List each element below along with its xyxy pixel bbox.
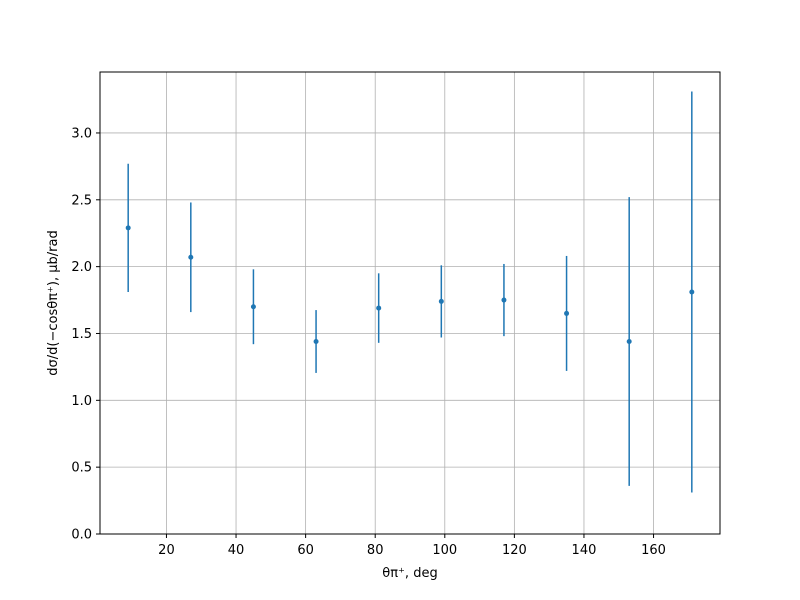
data-point <box>438 298 444 304</box>
data-point <box>689 289 695 295</box>
y-tick-label: 0.5 <box>71 461 92 476</box>
y-tick-label: 2.0 <box>71 260 92 275</box>
y-tick-label: 2.5 <box>71 193 92 208</box>
x-tick-label: 140 <box>572 543 597 558</box>
x-tick-label: 80 <box>367 543 384 558</box>
data-point <box>250 304 256 310</box>
x-tick-label: 20 <box>158 543 175 558</box>
data-point <box>125 225 131 231</box>
x-axis-label: θπ⁺, deg <box>382 566 437 581</box>
x-tick-label: 40 <box>228 543 245 558</box>
data-point <box>376 305 382 311</box>
data-point <box>188 254 194 260</box>
data-point <box>313 339 319 344</box>
y-tick-label: 1.5 <box>71 327 92 342</box>
x-tick-label: 160 <box>641 543 666 558</box>
y-tick-label: 1.0 <box>71 394 92 409</box>
x-tick-label: 100 <box>432 543 457 558</box>
y-tick-label: 3.0 <box>71 126 92 141</box>
x-tick-label: 120 <box>502 543 527 558</box>
y-axis-label: dσ/d(−cosθπ⁺), μb/rad <box>46 230 61 375</box>
data-point <box>501 297 507 303</box>
x-tick-label: 60 <box>297 543 314 558</box>
data-point <box>626 339 632 344</box>
y-tick-label: 0.0 <box>71 528 92 543</box>
plot-frame <box>99 71 721 535</box>
data-point <box>564 310 570 316</box>
